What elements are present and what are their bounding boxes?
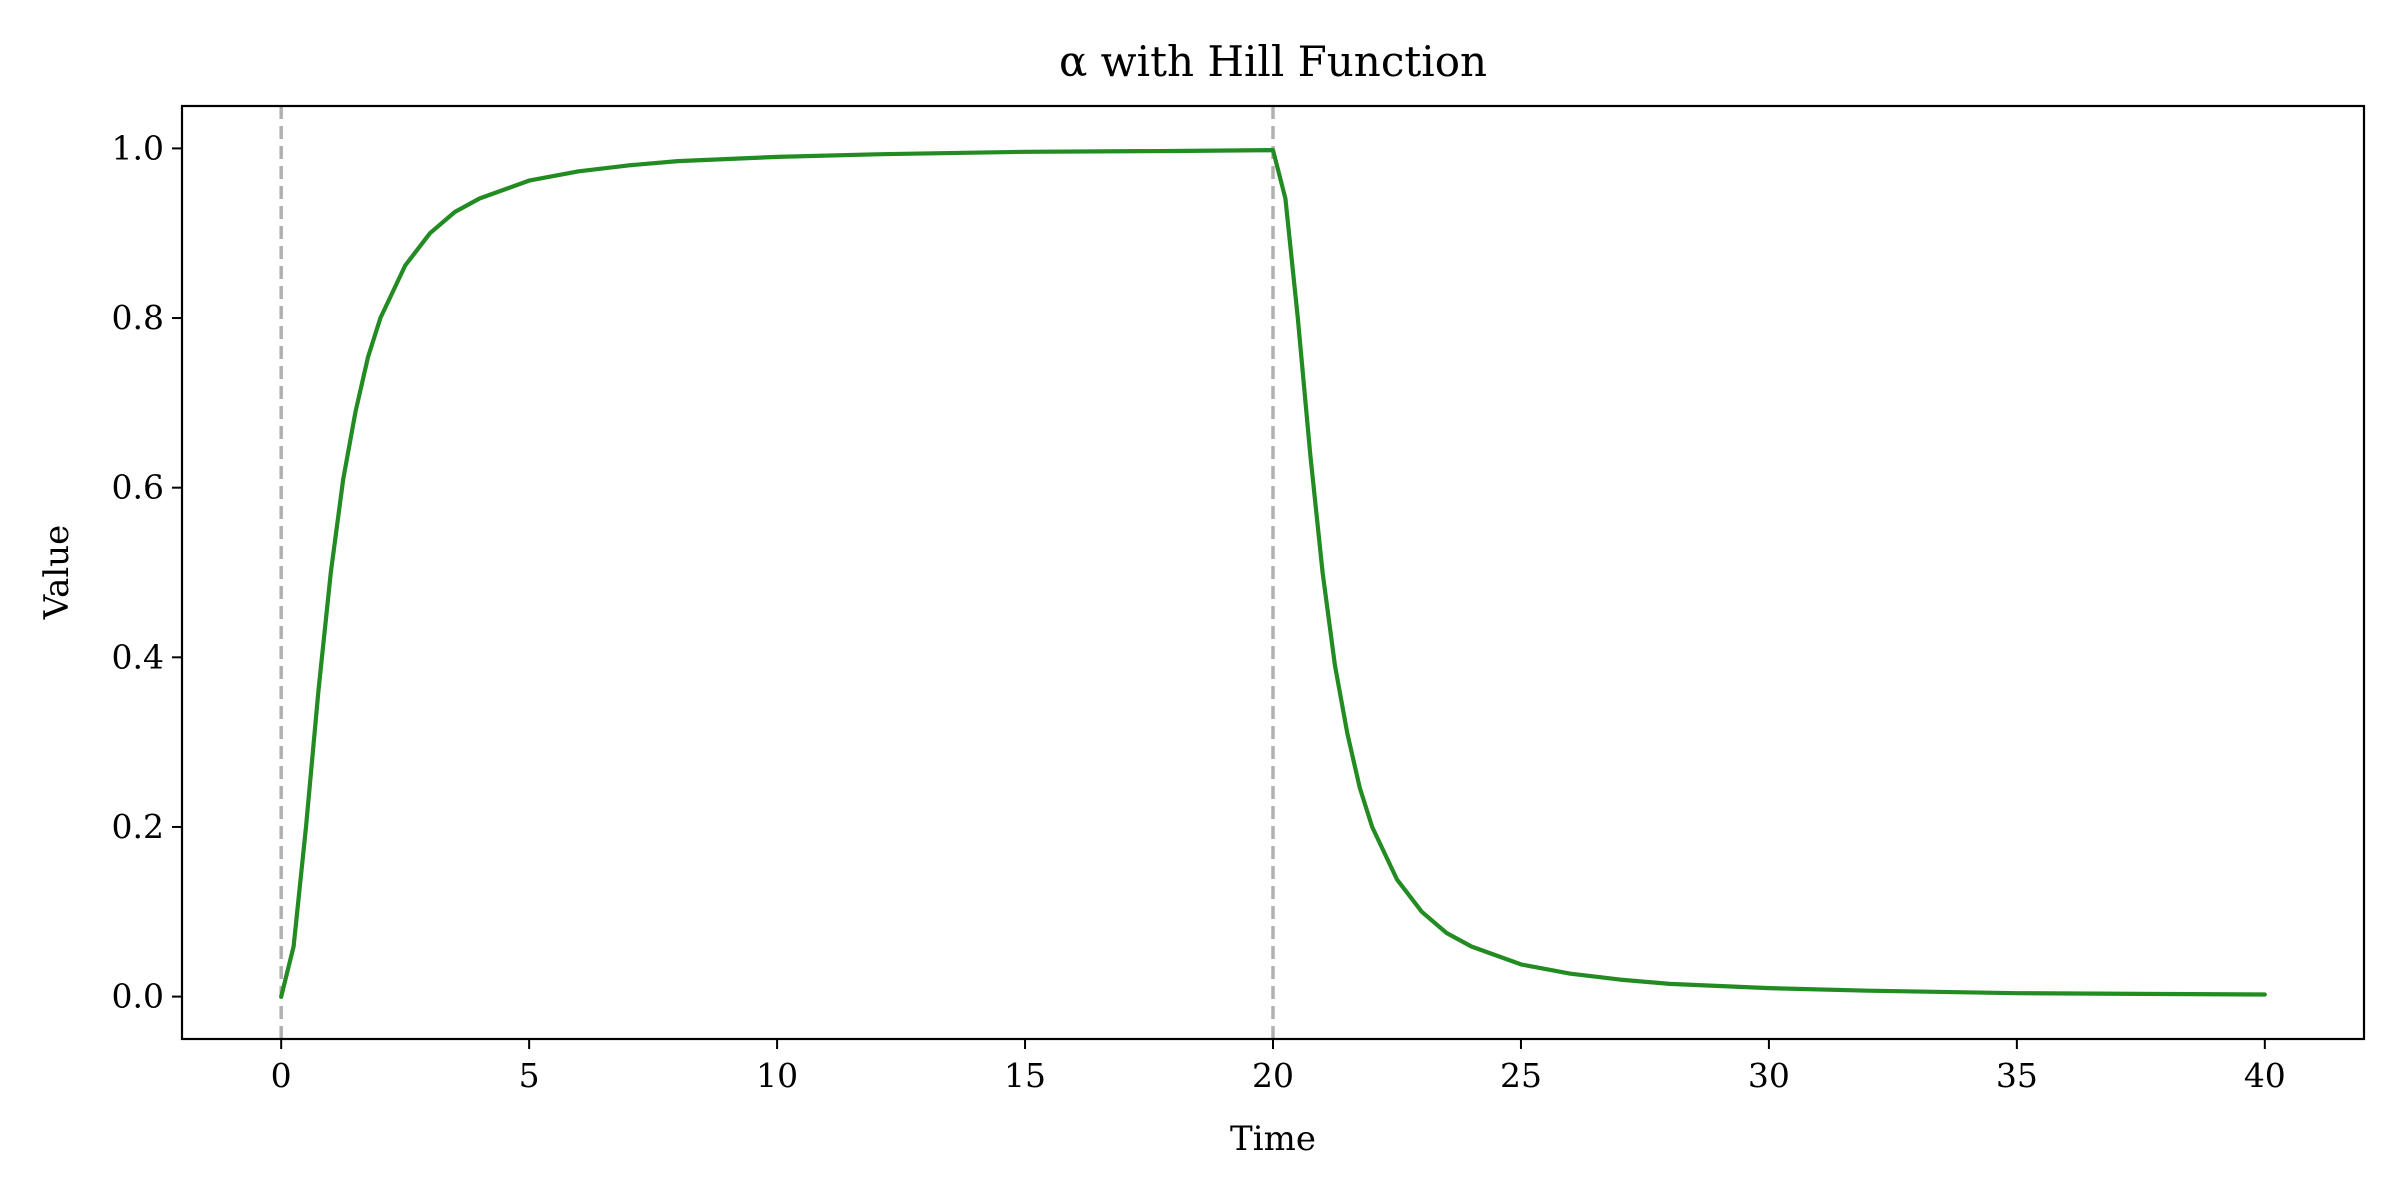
y-tick-label: 0.6 [112, 468, 164, 507]
x-tick-label: 30 [1748, 1056, 1790, 1095]
y-tick-label: 0.2 [112, 807, 164, 846]
series-line [279, 148, 2267, 999]
x-tick-label: 35 [1996, 1056, 2038, 1095]
y-tick-label: 0.8 [112, 298, 164, 337]
x-axis-label: Time [1230, 1119, 1316, 1159]
x-tick-label: 25 [1500, 1056, 1542, 1095]
x-tick-label: 5 [519, 1056, 540, 1095]
x-tick-label: 40 [2244, 1056, 2286, 1095]
x-tick-label: 20 [1252, 1056, 1294, 1095]
y-tick-label: 0.0 [112, 977, 164, 1016]
chart-title: α with Hill Function [1059, 37, 1487, 86]
x-tick-label: 0 [271, 1056, 292, 1095]
y-tick-label: 0.4 [112, 637, 164, 676]
y-tick-label: 1.0 [112, 128, 164, 167]
x-tick-label: 10 [756, 1056, 798, 1095]
x-tick-label: 15 [1004, 1056, 1046, 1095]
y-axis-label: Value [37, 525, 77, 621]
